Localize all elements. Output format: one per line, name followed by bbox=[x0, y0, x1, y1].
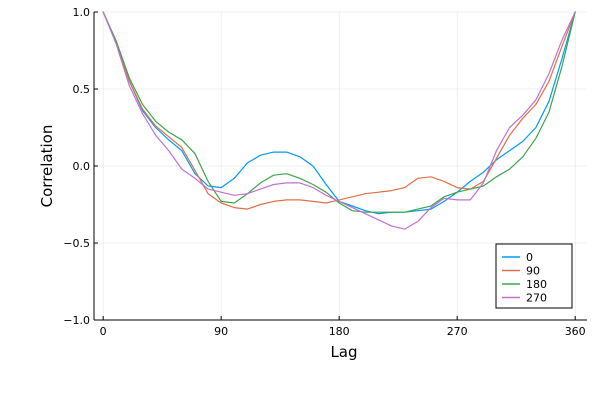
tick-labels: 0 90 180 270 360−1.0−0.50.00.51.0 bbox=[63, 6, 585, 338]
y-axis-title: Correlation bbox=[38, 125, 56, 208]
legend-label-270: 270 bbox=[526, 292, 547, 305]
legend-label-90: 90 bbox=[526, 265, 540, 278]
series-lines bbox=[102, 11, 576, 230]
x-tick-label: 360 bbox=[565, 325, 586, 338]
y-tick-label: 0.0 bbox=[73, 160, 91, 173]
x-tick-label: 270 bbox=[447, 325, 468, 338]
y-tick-label: 0.5 bbox=[73, 83, 91, 96]
series-line-270 bbox=[102, 11, 576, 230]
x-tick-label: 0 bbox=[100, 325, 107, 338]
legend-label-0: 0 bbox=[526, 251, 533, 264]
y-tick-label: 1.0 bbox=[73, 6, 91, 19]
x-tick-label: 90 bbox=[214, 325, 228, 338]
x-axis-title: Lag bbox=[330, 343, 357, 361]
series-line-90 bbox=[102, 11, 576, 210]
axes-frame bbox=[93, 11, 587, 321]
x-tick-label: 180 bbox=[329, 325, 350, 338]
series-line-180 bbox=[102, 11, 576, 213]
y-tick-label: −0.5 bbox=[63, 237, 90, 250]
y-tick-label: −1.0 bbox=[63, 314, 90, 327]
legend-label-180: 180 bbox=[526, 278, 547, 291]
